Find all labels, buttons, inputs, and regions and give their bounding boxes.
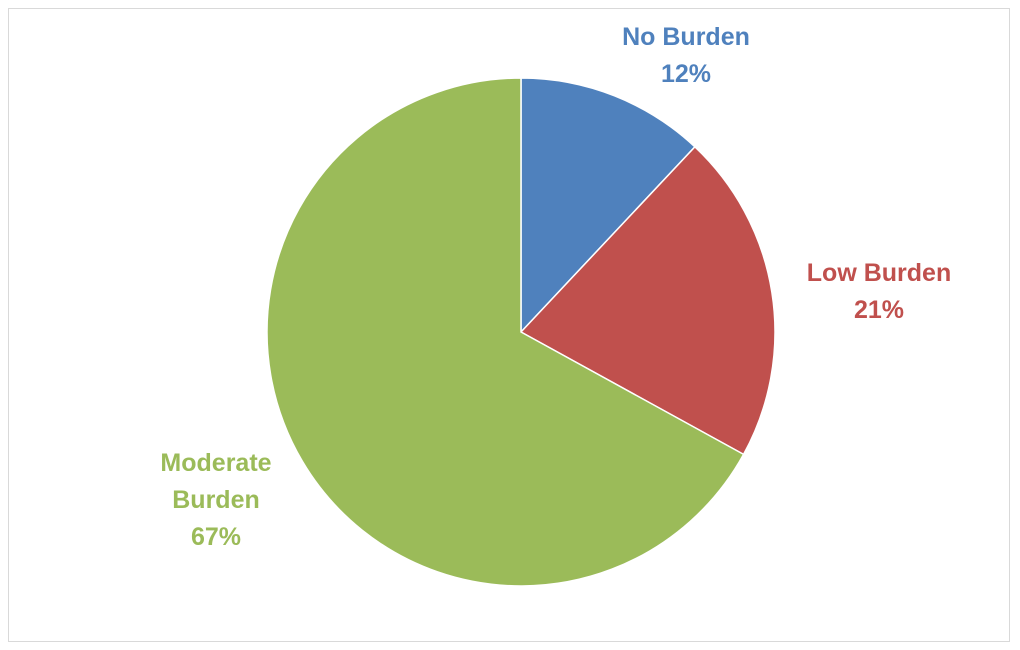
pie-slice-low-burden <box>519 145 776 456</box>
pie-slices <box>266 77 776 587</box>
data-label-low-burden: Low Burden 21% <box>779 255 979 329</box>
data-label-value: 67% <box>190 523 242 551</box>
pie-slice-moderate-burden <box>266 77 745 587</box>
pie-chart <box>266 77 776 587</box>
data-label-no-burden: No Burden 12% <box>591 19 781 93</box>
pie-slice-no-burden <box>520 77 696 334</box>
data-label-category-line2: Burden <box>172 486 260 514</box>
data-label-value: 12% <box>660 60 712 88</box>
chart-area: No Burden 12% Low Burden 21% Moderate Bu… <box>8 8 1010 642</box>
data-label-category: No Burden <box>622 23 750 51</box>
data-label-category: Moderate <box>160 449 272 477</box>
data-label-moderate-burden: Moderate Burden 67% <box>131 445 301 556</box>
data-label-value: 21% <box>853 296 905 324</box>
data-label-category: Low Burden <box>806 259 952 287</box>
